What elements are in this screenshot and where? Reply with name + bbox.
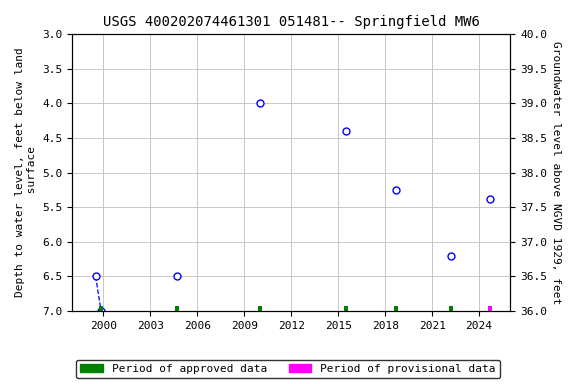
Y-axis label: Groundwater level above NGVD 1929, feet: Groundwater level above NGVD 1929, feet <box>551 41 561 304</box>
Point <box>172 273 181 280</box>
Point <box>446 253 456 259</box>
Bar <box>449 306 453 311</box>
Legend: Period of approved data, Period of provisional data: Period of approved data, Period of provi… <box>76 359 500 379</box>
Bar <box>258 306 262 311</box>
Title: USGS 400202074461301 051481-- Springfield MW6: USGS 400202074461301 051481-- Springfiel… <box>103 15 480 29</box>
Point <box>392 187 401 193</box>
Bar <box>488 306 492 311</box>
Point <box>96 308 105 314</box>
Bar <box>99 306 103 311</box>
Bar <box>394 306 398 311</box>
Point <box>255 100 264 106</box>
Y-axis label: Depth to water level, feet below land
 surface: Depth to water level, feet below land su… <box>15 48 37 298</box>
Point <box>342 128 351 134</box>
Bar <box>344 306 348 311</box>
Bar <box>175 306 179 311</box>
Point <box>91 273 100 280</box>
Point <box>486 196 495 202</box>
